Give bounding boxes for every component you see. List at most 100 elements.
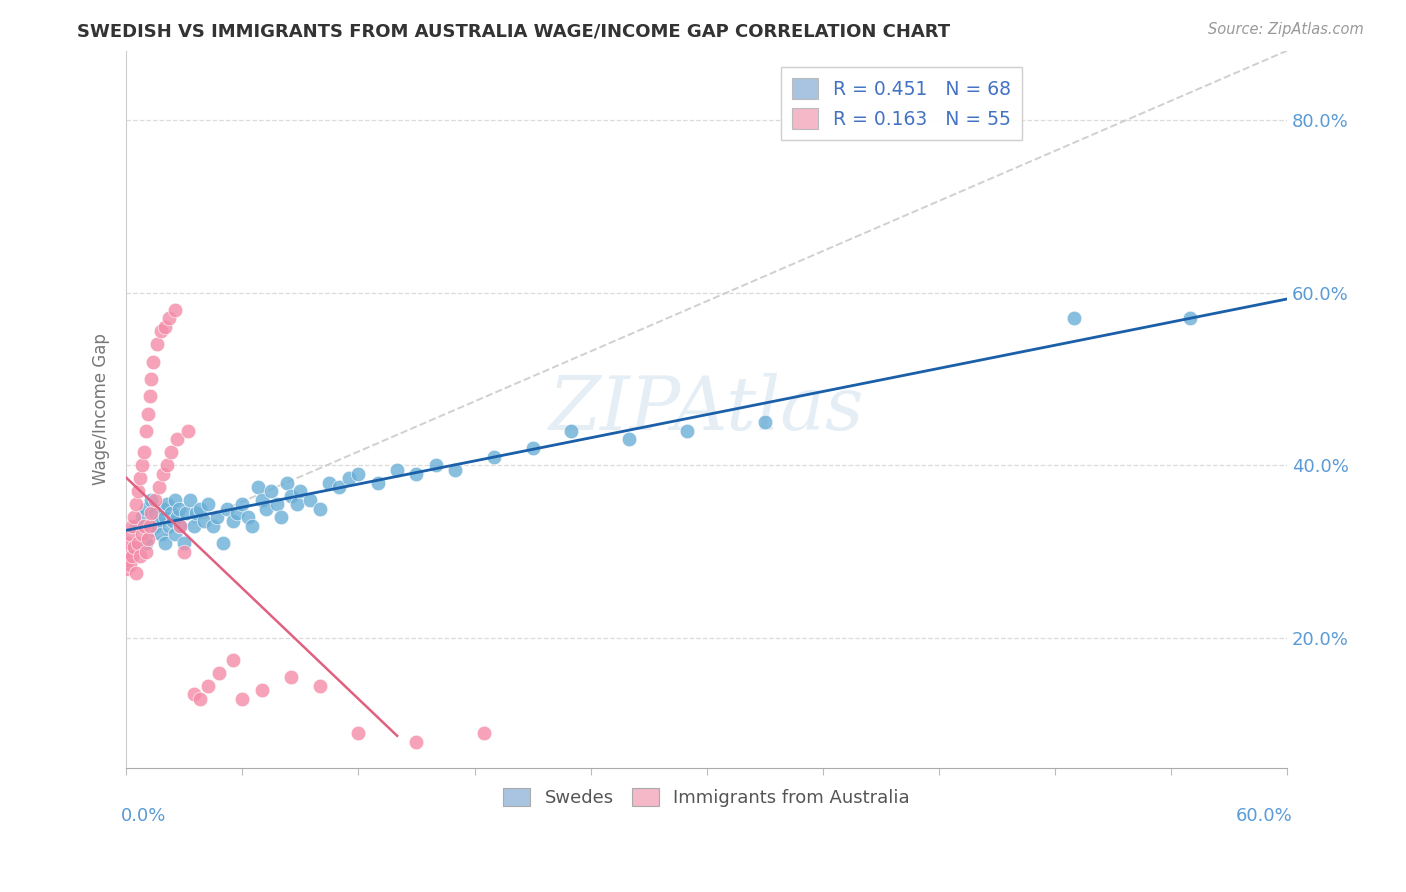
Point	[385, 463, 408, 477]
Point	[619, 433, 641, 447]
Point	[163, 527, 186, 541]
Point	[115, 545, 138, 559]
Point	[754, 415, 776, 429]
Point	[240, 518, 263, 533]
Point	[135, 501, 157, 516]
Point	[202, 518, 225, 533]
Point	[1063, 311, 1085, 326]
Point	[225, 506, 247, 520]
Point	[222, 515, 245, 529]
Point	[238, 510, 260, 524]
Point	[127, 484, 149, 499]
Point	[136, 407, 159, 421]
Point	[143, 492, 166, 507]
Point	[120, 527, 142, 541]
Point	[143, 518, 166, 533]
Point	[142, 354, 165, 368]
Point	[472, 726, 495, 740]
Point	[131, 527, 153, 541]
Point	[222, 653, 245, 667]
Point	[444, 463, 467, 477]
Point	[117, 536, 139, 550]
Point	[266, 497, 288, 511]
Point	[159, 445, 181, 459]
Point	[260, 484, 283, 499]
Point	[328, 480, 350, 494]
Point	[169, 518, 191, 533]
Point	[197, 679, 219, 693]
Point	[188, 691, 211, 706]
Point	[184, 506, 207, 520]
Point	[131, 458, 153, 473]
Point	[197, 497, 219, 511]
Point	[405, 735, 427, 749]
Point	[163, 492, 186, 507]
Point	[152, 501, 174, 516]
Point	[148, 515, 170, 529]
Point	[163, 302, 186, 317]
Point	[522, 441, 544, 455]
Point	[482, 450, 505, 464]
Point	[174, 506, 197, 520]
Point	[135, 545, 157, 559]
Point	[337, 471, 360, 485]
Point	[405, 467, 427, 481]
Text: Source: ZipAtlas.com: Source: ZipAtlas.com	[1208, 22, 1364, 37]
Point	[156, 458, 179, 473]
Point	[157, 518, 180, 533]
Point	[318, 475, 340, 490]
Point	[131, 510, 153, 524]
Point	[132, 518, 155, 533]
Point	[308, 501, 330, 516]
Point	[121, 518, 143, 533]
Point	[1180, 311, 1202, 326]
Point	[250, 682, 273, 697]
Point	[231, 497, 253, 511]
Point	[215, 501, 238, 516]
Point	[167, 501, 190, 516]
Point	[125, 566, 148, 581]
Point	[153, 320, 176, 334]
Point	[162, 515, 184, 529]
Point	[135, 424, 157, 438]
Point	[159, 506, 181, 520]
Point	[308, 679, 330, 693]
Point	[183, 518, 205, 533]
Text: 0.0%: 0.0%	[121, 807, 166, 825]
Text: ZIPAtlas: ZIPAtlas	[548, 373, 865, 445]
Point	[169, 518, 191, 533]
Point	[246, 480, 269, 494]
Point	[157, 311, 180, 326]
Point	[250, 492, 273, 507]
Point	[138, 523, 160, 537]
Point	[280, 670, 302, 684]
Point	[150, 527, 173, 541]
Point	[125, 518, 148, 533]
Point	[188, 501, 211, 516]
Point	[122, 541, 145, 555]
Text: 60.0%: 60.0%	[1236, 807, 1294, 825]
Point	[367, 475, 389, 490]
Point	[153, 536, 176, 550]
Point	[560, 424, 582, 438]
Point	[254, 501, 277, 516]
Point	[128, 471, 150, 485]
Point	[152, 467, 174, 481]
Point	[141, 372, 163, 386]
Point	[183, 687, 205, 701]
Point	[166, 510, 188, 524]
Point	[347, 467, 370, 481]
Point	[173, 545, 195, 559]
Point	[122, 510, 145, 524]
Y-axis label: Wage/Income Gap: Wage/Income Gap	[93, 334, 110, 485]
Point	[141, 492, 163, 507]
Point	[179, 492, 201, 507]
Point	[115, 562, 138, 576]
Point	[141, 506, 163, 520]
Point	[156, 497, 179, 511]
Point	[132, 445, 155, 459]
Text: SWEDISH VS IMMIGRANTS FROM AUSTRALIA WAGE/INCOME GAP CORRELATION CHART: SWEDISH VS IMMIGRANTS FROM AUSTRALIA WAG…	[77, 22, 950, 40]
Point	[146, 337, 169, 351]
Point	[285, 497, 308, 511]
Point	[270, 510, 292, 524]
